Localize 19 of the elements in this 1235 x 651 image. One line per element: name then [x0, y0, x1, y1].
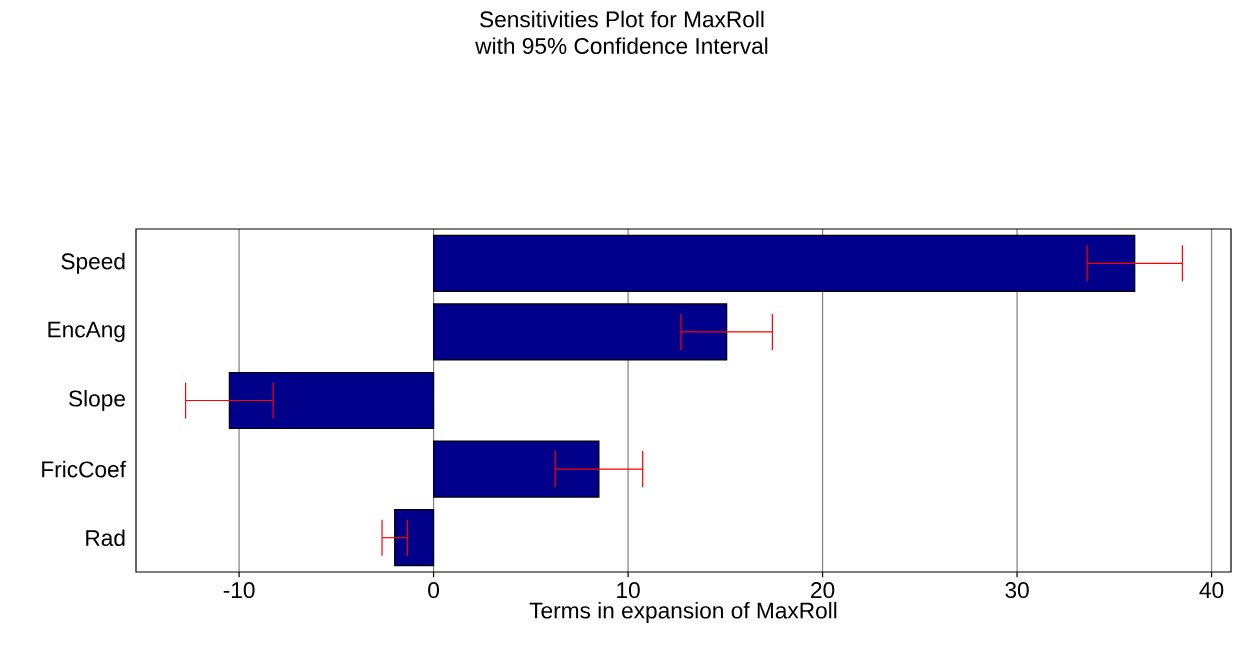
- x-tick-label: 40: [1199, 582, 1224, 599]
- y-tick-label: Speed: [61, 252, 125, 274]
- x-axis-title: Terms in expansion of MaxRoll: [529, 601, 837, 624]
- x-tick-label: -10: [223, 582, 255, 599]
- x-tick-label: 0: [428, 582, 440, 599]
- bar: [432, 440, 600, 498]
- bar: [432, 303, 728, 361]
- y-tick-label: EncAng: [48, 321, 125, 343]
- y-tick-label: Slope: [69, 389, 125, 412]
- bar: [432, 234, 1136, 292]
- bar: [228, 371, 435, 430]
- x-tick-label: 20: [811, 582, 835, 599]
- chart-subtitle: with 95% Confidence Interval: [475, 37, 768, 55]
- x-tick-label: 30: [1005, 582, 1029, 599]
- x-tick-label: 10: [617, 582, 640, 599]
- chart-title: Sensitivities Plot for MaxRoll: [480, 10, 764, 28]
- y-tick-label: FricCoef: [42, 460, 126, 478]
- y-tick-label: Rad: [86, 529, 125, 547]
- bar: [394, 509, 435, 567]
